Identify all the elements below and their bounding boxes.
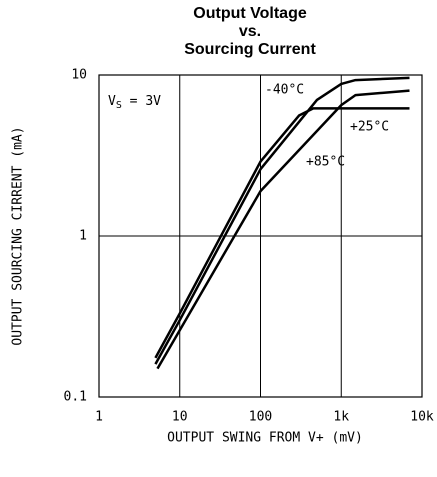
x-tick-label: 10 xyxy=(172,410,188,425)
y-tick-label: 0.1 xyxy=(64,390,87,405)
annotation: VS = 3V xyxy=(108,94,161,112)
annotation-part: = 3V xyxy=(122,94,161,109)
x-tick-label: 100 xyxy=(249,410,272,425)
series-line xyxy=(154,107,410,359)
chart-title: vs. xyxy=(239,23,261,40)
chart-title: Sourcing Current xyxy=(184,41,316,58)
y-axis-label: OUTPUT SOURCING CIRRENT (mA) xyxy=(11,126,26,345)
annotation: -40°C xyxy=(265,83,304,98)
y-tick-label: 10 xyxy=(71,68,87,83)
x-tick-label: 10k xyxy=(410,410,434,425)
annotation-part: S xyxy=(116,100,122,111)
annotation-part: V xyxy=(108,94,116,109)
series-line xyxy=(154,76,410,365)
x-axis-label: OUTPUT SWING FROM V+ (mV) xyxy=(167,431,363,446)
chart-title: Output Voltage xyxy=(193,5,307,22)
annotation: +85°C xyxy=(306,155,345,170)
series-line xyxy=(156,89,410,370)
x-tick-label: 1k xyxy=(333,410,349,425)
x-tick-label: 1 xyxy=(95,410,103,425)
annotation: +25°C xyxy=(350,120,389,135)
y-tick-label: 1 xyxy=(79,229,87,244)
